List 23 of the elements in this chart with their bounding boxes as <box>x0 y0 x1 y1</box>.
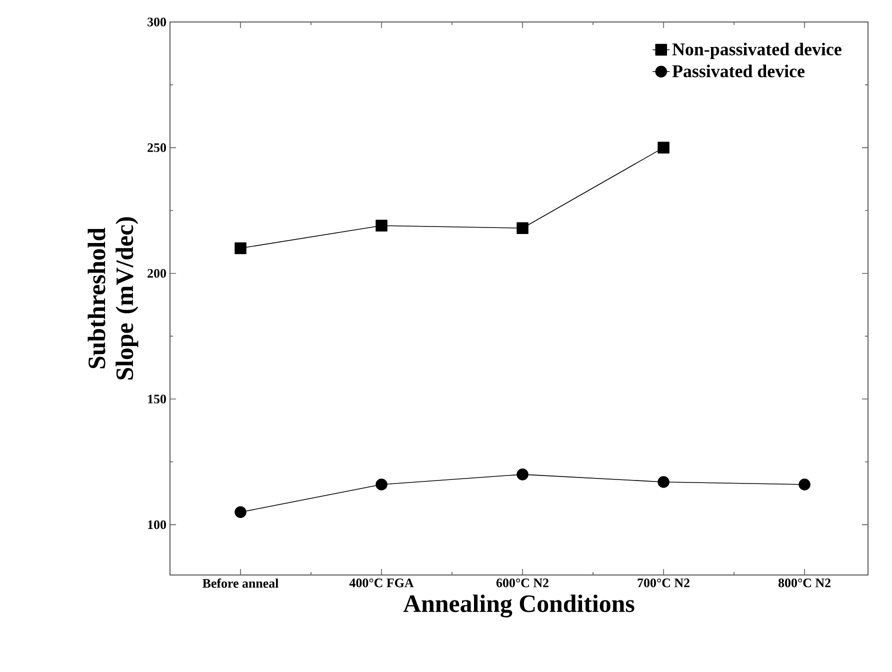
point <box>798 478 810 490</box>
x-tick-label: 800°C N2 <box>778 578 830 588</box>
y-tick-label: 250 <box>148 143 166 152</box>
y-tick-label: 200 <box>148 268 166 278</box>
point <box>376 478 388 490</box>
point <box>234 242 246 254</box>
point <box>658 476 670 488</box>
x-tick-label: Before anneal <box>202 578 278 588</box>
y-tick-label: 150 <box>148 394 166 404</box>
x-axis-title: Annealing Conditions <box>403 594 634 618</box>
x-tick-label: 700°C N2 <box>638 578 690 588</box>
y-tick-label: 100 <box>148 520 166 530</box>
y-tick-label: 300 <box>148 18 166 26</box>
legend-label: Passivated device <box>672 64 805 78</box>
point <box>376 220 388 232</box>
legend-label: Non-passivated device <box>672 42 842 60</box>
point <box>516 468 528 480</box>
x-tick-label: 600°C N2 <box>496 578 548 588</box>
point <box>516 222 528 234</box>
x-tick-label: 400°C FGA <box>349 578 414 588</box>
y-axis-title: Subthreshold Slope (mV/dec) <box>88 217 138 380</box>
point <box>658 142 670 154</box>
point <box>234 506 246 518</box>
